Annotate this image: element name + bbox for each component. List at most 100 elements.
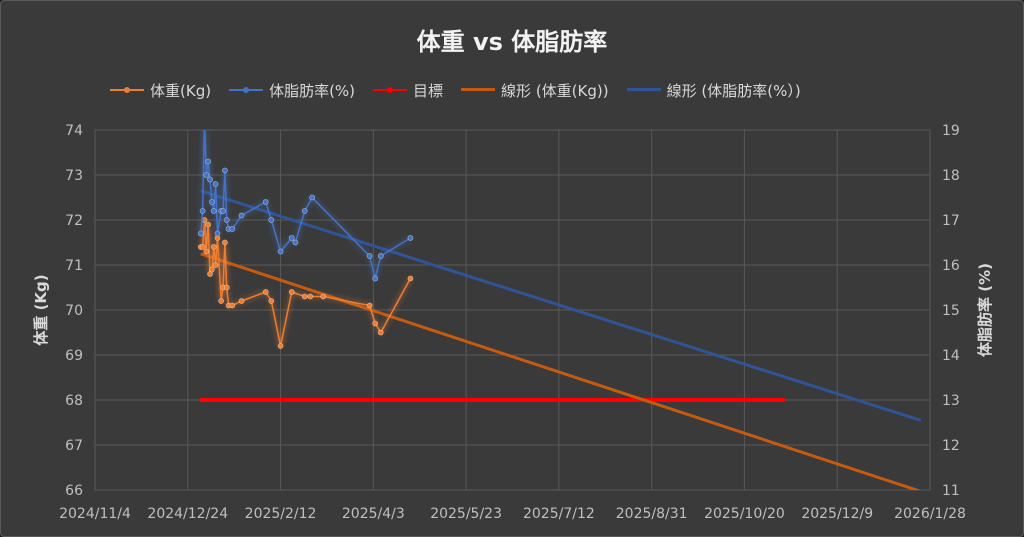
data-point (372, 320, 379, 327)
x-tick-label: 2024/11/4 (59, 506, 131, 522)
x-tick-label: 2025/7/12 (523, 506, 595, 522)
data-point (221, 239, 228, 246)
data-point (238, 212, 245, 219)
data-point (223, 217, 230, 223)
data-point (203, 172, 210, 178)
legend-swatch (373, 84, 408, 96)
data-point (292, 239, 299, 246)
y-tick-label: 72 (65, 213, 83, 229)
y2-tick-label: 17 (942, 213, 960, 229)
data-point (268, 217, 275, 223)
legend-item: 線形 (体脂肪率(%）) (626, 80, 801, 101)
data-point (202, 118, 207, 123)
legend-item: 体脂肪率(%) (229, 80, 355, 101)
data-point (214, 230, 221, 237)
chart-title: 体重 vs 体脂肪率 (416, 28, 608, 56)
x-tick-label: 2026/1/28 (894, 506, 966, 522)
data-point (197, 230, 204, 237)
data-point (207, 176, 213, 183)
data-point (309, 194, 315, 201)
data-point (208, 199, 215, 205)
legend-item: 体重(Kg) (110, 80, 211, 101)
data-point (307, 293, 314, 300)
trendline-3 (200, 252, 922, 490)
x-tick-label: 2025/8/31 (616, 506, 688, 522)
legend-line (626, 88, 661, 91)
data-point (377, 253, 384, 259)
series-line-0 (200, 219, 412, 347)
y2-tick-label: 19 (942, 123, 960, 139)
data-point (229, 302, 236, 309)
legend-swatch (229, 84, 264, 96)
x-tick-label: 2025/5/23 (430, 506, 502, 522)
y-axis-title: 体重 (Kg) (32, 274, 50, 345)
data-point (301, 208, 308, 214)
data-point (268, 298, 275, 304)
data-point (277, 248, 284, 255)
data-point (210, 244, 217, 250)
data-point (221, 167, 228, 174)
legend-label: 体重(Kg) (150, 81, 212, 100)
data-point (277, 343, 284, 349)
y2-tick-label: 15 (942, 303, 960, 319)
y-tick-label: 70 (65, 303, 83, 319)
y2-tick-label: 18 (942, 168, 960, 184)
legend-item: 目標 (373, 80, 443, 101)
data-point (220, 208, 226, 214)
x-tick-label: 2025/12/9 (801, 506, 873, 522)
data-point (238, 298, 245, 304)
y-tick-label: 73 (65, 168, 83, 184)
y-tick-label: 71 (65, 258, 83, 274)
legend-label: 線形 (体脂肪率(%）) (666, 81, 801, 100)
x-tick-label: 2025/10/20 (704, 506, 785, 522)
data-point (366, 253, 373, 259)
legend-marker (243, 87, 250, 93)
legend-line (461, 88, 496, 91)
y-tick-label: 68 (65, 393, 83, 409)
legend-marker (124, 87, 130, 93)
y-tick-label: 74 (65, 123, 83, 139)
legend-marker (387, 87, 394, 93)
data-point (199, 208, 206, 214)
data-point (377, 329, 384, 336)
y2-tick-label: 14 (942, 348, 960, 364)
legend-label: 目標 (413, 81, 444, 100)
data-point (205, 221, 212, 228)
data-point (407, 235, 414, 241)
data-point (208, 266, 215, 273)
data-point (262, 199, 269, 205)
data-point (212, 181, 219, 187)
data-point (223, 284, 230, 291)
series-line-1 (200, 130, 411, 279)
x-tick-label: 2025/2/12 (245, 506, 317, 522)
data-point (288, 235, 295, 241)
data-point (218, 298, 225, 304)
data-point (407, 275, 414, 282)
legend: 体重(Kg) 体脂肪率(%) 目標 線形 (体重(Kg)) 線形 (体脂肪率(%）) (110, 80, 801, 100)
y-tick-label: 69 (65, 348, 83, 364)
series-group (194, 118, 922, 490)
legend-swatch (110, 84, 144, 96)
data-point (199, 244, 206, 250)
data-point (210, 208, 217, 214)
y2-tick-label: 11 (942, 483, 960, 499)
x-tick-label: 2025/4/3 (342, 506, 405, 522)
y-tick-label: 66 (65, 483, 83, 499)
data-point (262, 289, 269, 295)
y2-tick-label: 16 (942, 258, 960, 274)
data-point (203, 248, 210, 255)
legend-swatch (626, 84, 661, 96)
data-point (229, 226, 236, 232)
y-tick-label: 67 (65, 438, 83, 454)
legend-swatch (461, 84, 496, 96)
data-point (320, 293, 327, 300)
data-point (301, 293, 308, 300)
y2-tick-label: 12 (942, 438, 960, 454)
data-point (372, 275, 379, 282)
data-point (366, 302, 373, 309)
x-tick-label: 2024/12/24 (147, 506, 228, 522)
data-point (205, 158, 212, 165)
legend-label: 線形 (体重(Kg)) (501, 81, 609, 100)
